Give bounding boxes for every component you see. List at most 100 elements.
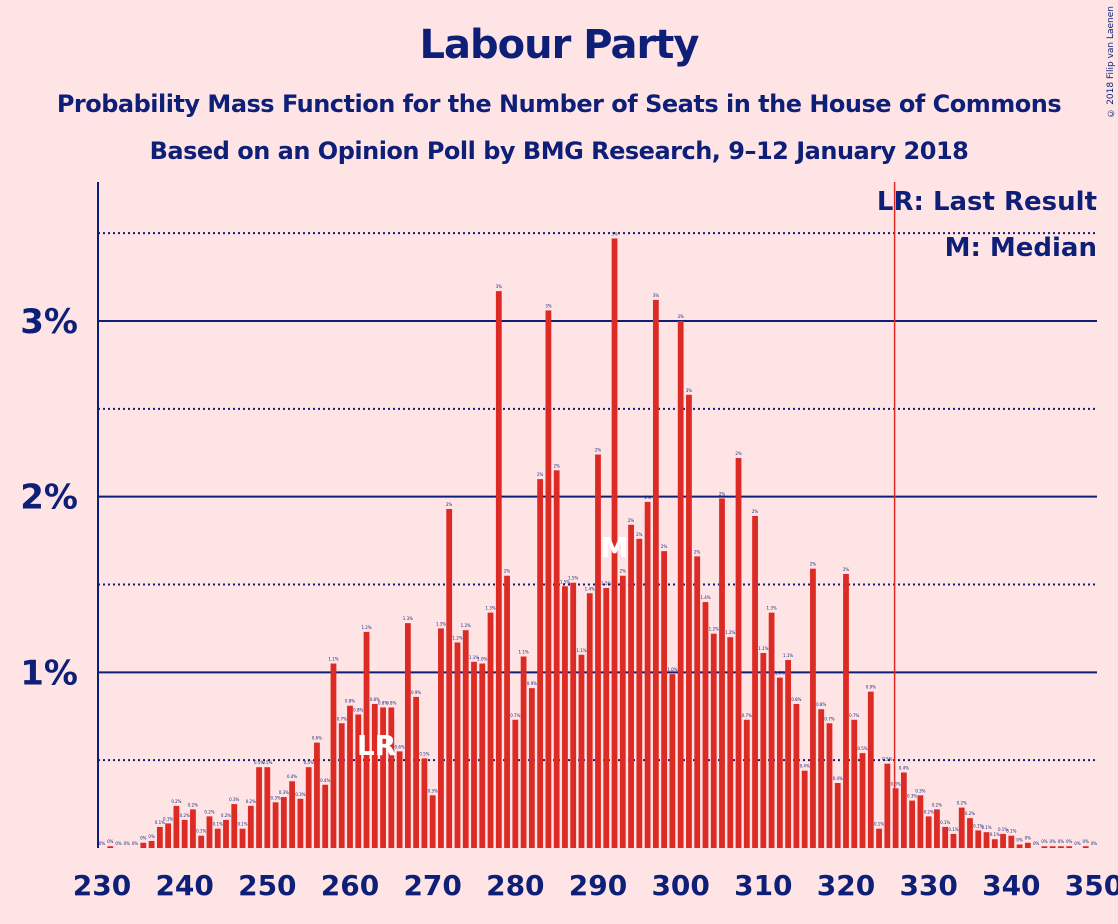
bar-seat-269 [421,758,428,848]
bar-seat-327 [900,772,907,848]
bar-seat-301 [686,394,692,848]
bar-seat-320 [843,573,849,848]
bar-seat-243 [206,816,213,848]
bar-seat-293 [619,575,626,848]
bar-label-319: 0.4% [833,776,843,781]
bar-seat-259 [338,723,345,848]
x-tick-label: 260 [321,869,379,902]
bar-seat-317 [818,709,825,848]
bar-seat-237 [156,826,163,848]
bar-seat-304 [710,633,717,848]
x-tick-label: 330 [899,869,957,902]
bar-seat-275 [471,661,477,848]
bar-seat-238 [165,823,172,848]
bar-seat-300 [677,321,684,848]
bar-label-292: 3% [611,231,618,236]
bar-seat-266 [396,751,403,848]
bar-seat-331 [934,809,940,848]
bar-label-298: 2% [661,544,668,549]
bar-seat-250 [264,767,271,848]
bar-label-244: 0.1% [213,822,223,827]
bar-seat-279 [504,575,510,848]
bar-label-302: 2% [694,549,701,554]
bar-seat-336 [975,830,982,848]
bar-seat-323 [867,691,874,848]
bar-label-238: 0.1% [163,816,173,821]
bar-label-256: 0.6% [312,736,322,741]
bar-label-252: 0.3% [279,790,289,795]
bar-seat-325 [884,763,891,848]
bar-seat-339 [1000,833,1006,848]
bar-label-265: 0.8% [386,700,396,705]
bar-label-334: 0.2% [957,801,967,806]
bar-seat-341 [1016,844,1023,848]
bar-seat-316 [810,568,816,848]
bar-seat-313 [785,660,792,848]
bar-label-245: 0.2% [221,813,231,818]
bar-seat-303 [702,602,709,848]
bar-seat-290 [595,454,601,848]
bar-seat-258 [330,663,337,848]
bar-seat-267 [404,623,411,848]
bar-label-303: 1.4% [700,595,710,600]
bar-label-254: 0.3% [295,792,305,797]
bar-label-306: 1.2% [725,630,735,635]
y-tick-label: 1% [20,653,78,693]
bar-seat-292 [611,238,618,849]
bar-label-271: 1.3% [436,621,446,626]
bar-seat-255 [305,767,312,848]
bar-seat-342 [1024,842,1031,848]
bar-label-343: 0% [1033,841,1040,846]
bar-label-294: 2% [628,518,635,523]
bar-label-268: 0.9% [411,690,421,695]
bar-label-290: 2% [595,448,602,453]
bar-seat-256 [314,742,320,848]
last-result-marker: LR [357,729,396,762]
bar-label-266: 0.6% [395,744,405,749]
bar-label-350: 0% [1091,841,1098,846]
bar-label-336: 0.1% [973,823,983,828]
x-tick-label: 290 [569,869,627,902]
bar-label-283: 2% [537,472,544,477]
bar-label-261: 0.8% [353,707,363,712]
bar-seat-263 [371,703,378,848]
bar-seat-284 [545,310,552,849]
bar-seat-349 [1082,846,1089,848]
bar-label-264: 0.8% [378,700,388,705]
bar-label-340: 0.1% [1006,829,1016,834]
bar-label-277: 1.3% [485,606,495,611]
bar-seat-249 [256,767,262,848]
bar-seat-296 [644,501,651,848]
bar-label-285: 2% [553,463,560,468]
bar-seat-248 [247,805,254,848]
bar-label-278: 3% [496,284,503,289]
y-tick-label: 3% [20,302,78,342]
bar-label-312: 1.0% [775,671,785,676]
bar-label-320: 2% [843,567,850,572]
bar-label-259: 0.7% [337,716,347,721]
bar-label-270: 0.3% [428,788,438,793]
bar-seat-294 [628,524,634,848]
bar-seat-236 [148,840,155,848]
bar-label-233: 0% [124,841,131,846]
bar-seat-282 [528,688,535,848]
bar-label-246: 0.3% [229,797,239,802]
bar-label-276: 1.0% [477,657,487,662]
bar-seat-244 [214,828,221,848]
bar-label-349: 0% [1083,839,1090,844]
y-tick-label: 2% [20,478,78,518]
bar-seat-324 [876,828,882,848]
x-tick-label: 320 [817,869,875,902]
bar-label-293: 2% [620,569,627,574]
bar-seat-286 [562,586,568,848]
bar-label-262: 1.2% [361,625,371,630]
bar-seat-281 [520,656,527,848]
bar-seat-245 [223,819,229,848]
bar-seat-335 [967,818,973,848]
bar-label-247: 0.1% [237,822,247,827]
bar-label-331: 0.2% [932,802,942,807]
bar-seat-345 [1049,846,1056,848]
bar-seat-312 [776,677,783,848]
bar-seat-272 [446,508,453,848]
